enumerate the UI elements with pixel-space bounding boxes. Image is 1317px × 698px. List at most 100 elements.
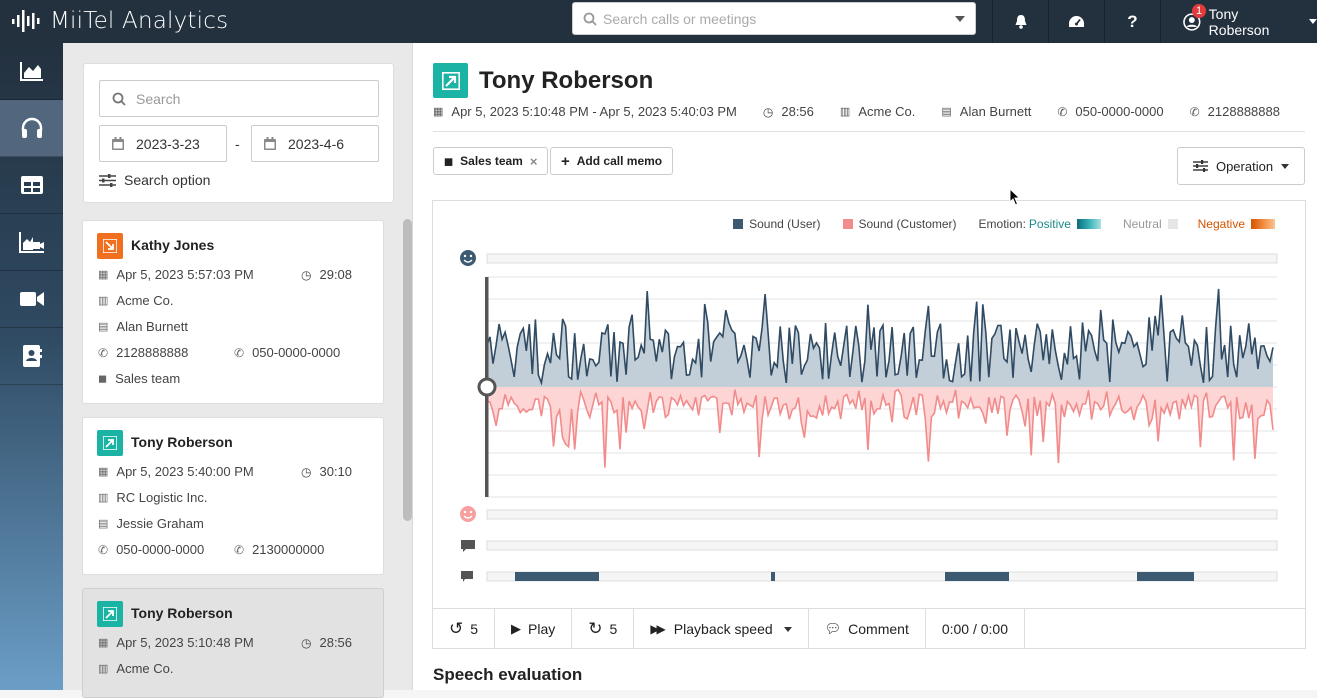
comment-button[interactable]: 💬︎ Comment bbox=[809, 609, 926, 649]
dashboard-button[interactable] bbox=[1048, 0, 1104, 43]
detail-phone-from: 050-0000-0000 bbox=[1075, 104, 1164, 119]
filter-box: Search 2023-3-23 - 2023-4-6 Search optio… bbox=[83, 63, 394, 203]
positive-gradient bbox=[1076, 219, 1101, 229]
search-option-button[interactable]: Search option bbox=[99, 172, 210, 188]
call-card-selected[interactable]: Tony Roberson ▦ Apr 5, 2023 5:10:48 PM ◷ 2… bbox=[82, 588, 384, 698]
search-option-label: Search option bbox=[124, 172, 211, 188]
call-to-value: 2130000000 bbox=[252, 542, 325, 557]
call-to-value: 050-0000-0000 bbox=[252, 345, 341, 360]
app-logo[interactable]: MiiTel Analytics bbox=[12, 6, 228, 36]
comment-icon: 💬︎ bbox=[824, 621, 842, 636]
add-call-memo-button[interactable]: + Add call memo bbox=[550, 147, 674, 175]
top-bar: MiiTel Analytics Search calls or meeting… bbox=[0, 0, 1317, 43]
negative-gradient bbox=[1251, 219, 1275, 229]
call-datetime: ▦ Apr 5, 2023 5:10:48 PM bbox=[98, 635, 254, 650]
call-contact: ▤ Jessie Graham bbox=[98, 516, 204, 531]
clock-icon: ◷ bbox=[301, 635, 312, 650]
building-icon: ▥ bbox=[839, 106, 851, 118]
forward-seconds: 5 bbox=[609, 621, 618, 637]
call-company: ▥ Acme Co. bbox=[98, 293, 173, 308]
play-button[interactable]: ▶ Play bbox=[495, 609, 573, 649]
nav-video[interactable] bbox=[0, 271, 63, 328]
area-chart-icon bbox=[19, 62, 43, 81]
waveform-svg[interactable] bbox=[433, 201, 1305, 601]
caller-name: Kathy Jones bbox=[131, 237, 215, 253]
call-list-scrollbar[interactable] bbox=[403, 219, 412, 521]
id-card-icon: ▤ bbox=[941, 106, 952, 118]
call-contact: ▤ Alan Burnett bbox=[98, 319, 188, 334]
divider bbox=[433, 131, 1305, 132]
rewind-5-button[interactable]: ↺ 5 bbox=[433, 609, 496, 649]
user-name: Tony Roberson bbox=[1208, 5, 1270, 38]
bell-icon bbox=[1015, 15, 1026, 29]
side-navigation bbox=[0, 43, 63, 690]
date-from-value: 2023-3-23 bbox=[136, 135, 200, 152]
calendar-icon: ▦ bbox=[98, 637, 109, 649]
headphones-icon bbox=[21, 117, 42, 138]
contact-card-icon bbox=[22, 345, 42, 367]
speech-evaluation-heading: Speech evaluation bbox=[433, 665, 583, 684]
global-search-input[interactable]: Search calls or meetings bbox=[572, 2, 976, 35]
playback-time: 0:00 / 0:00 bbox=[926, 609, 1026, 649]
outgoing-call-icon bbox=[97, 430, 123, 456]
phone-outgoing-icon: ✆ bbox=[98, 345, 109, 360]
calendar-icon: ▦ bbox=[433, 106, 444, 118]
date-from-input[interactable]: 2023-3-23 bbox=[99, 125, 227, 162]
incoming-call-icon bbox=[97, 233, 123, 259]
playback-speed-label: Playback speed bbox=[673, 621, 773, 637]
speedometer-icon bbox=[1069, 15, 1084, 27]
nav-calls[interactable] bbox=[0, 100, 63, 157]
forward-5-button[interactable]: ↻ 5 bbox=[572, 609, 635, 649]
play-icon: ▶ bbox=[511, 621, 522, 636]
tag-chip[interactable]: ◼ Sales team × bbox=[433, 147, 549, 175]
sliders-icon bbox=[1192, 160, 1208, 172]
user-menu[interactable]: Tony Roberson bbox=[1160, 0, 1317, 43]
call-tag: ◼ Sales team bbox=[98, 371, 180, 386]
building-icon: ▥ bbox=[98, 492, 109, 504]
call-search-input[interactable]: Search bbox=[99, 80, 379, 117]
call-datetime-value: Apr 5, 2023 5:40:00 PM bbox=[116, 464, 254, 479]
search-icon bbox=[583, 12, 597, 26]
video-camera-icon bbox=[19, 292, 44, 306]
playback-speed-button[interactable]: ▶▶ Playback speed bbox=[634, 609, 809, 649]
caret-down-icon[interactable] bbox=[955, 15, 965, 22]
building-icon: ▥ bbox=[98, 295, 109, 307]
call-detail: Tony Roberson ▦ Apr 5, 2023 5:10:48 PM -… bbox=[413, 43, 1317, 690]
legend-customer: Sound (Customer) bbox=[858, 217, 957, 231]
user-sound-line bbox=[486, 288, 1274, 386]
call-card[interactable]: Tony Roberson ▦ Apr 5, 2023 5:40:00 PM ◷ 3… bbox=[82, 417, 384, 575]
call-contact-value: Jessie Graham bbox=[116, 516, 204, 531]
operation-button[interactable]: Operation bbox=[1177, 147, 1305, 185]
calendar-icon: ▦ bbox=[98, 466, 109, 478]
nav-tables[interactable] bbox=[0, 157, 63, 214]
remove-tag-icon[interactable]: × bbox=[529, 153, 538, 169]
nav-meeting-analytics[interactable] bbox=[0, 214, 63, 271]
help-button[interactable]: ? bbox=[1104, 0, 1160, 43]
caller-name: Tony Roberson bbox=[131, 605, 233, 621]
phone-incoming-icon: ✆ bbox=[1189, 104, 1200, 119]
detail-phone-to: 2128888888 bbox=[1207, 104, 1280, 119]
nav-analytics[interactable] bbox=[0, 43, 63, 100]
nav-contacts[interactable] bbox=[0, 328, 63, 385]
call-datetime: ▦ Apr 5, 2023 5:57:03 PM bbox=[98, 267, 254, 282]
date-to-input[interactable]: 2023-4-6 bbox=[251, 125, 379, 162]
phone-outgoing-icon: ✆ bbox=[98, 542, 109, 557]
clock-icon: ◷ bbox=[762, 104, 774, 119]
rewind-icon: ↺ bbox=[449, 619, 464, 638]
detail-contact: Alan Burnett bbox=[959, 104, 1032, 119]
chart-video-icon bbox=[18, 232, 44, 253]
call-datetime-value: Apr 5, 2023 5:10:48 PM bbox=[116, 635, 254, 650]
call-card[interactable]: Kathy Jones ▦ Apr 5, 2023 5:57:03 PM ◷ 29:… bbox=[82, 220, 384, 404]
call-duration-value: 29:08 bbox=[319, 267, 353, 282]
clock-icon: ◷ bbox=[301, 464, 312, 479]
detail-title: Tony Roberson bbox=[479, 67, 654, 94]
caret-down-icon bbox=[1281, 163, 1290, 169]
playhead-handle[interactable] bbox=[477, 377, 497, 397]
call-company-value: Acme Co. bbox=[116, 293, 174, 308]
customer-sound-swatch bbox=[842, 219, 853, 229]
notifications-button[interactable] bbox=[992, 0, 1048, 43]
caller-name: Tony Roberson bbox=[131, 434, 233, 450]
detail-datetime: Apr 5, 2023 5:10:48 PM - Apr 5, 2023 5:4… bbox=[451, 104, 737, 119]
speech-overlap-lane bbox=[461, 571, 1278, 582]
call-to: ✆ 2130000000 bbox=[234, 542, 324, 557]
